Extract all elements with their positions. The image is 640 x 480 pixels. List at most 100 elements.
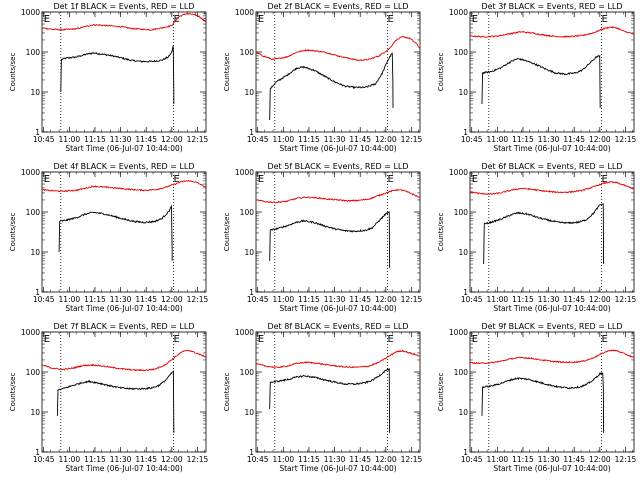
x-tick-label: 10:45	[461, 455, 483, 464]
x-axis-label: Start Time (06-Jul-07 10:44:00)	[493, 464, 610, 473]
y-tick-label: 1	[463, 448, 468, 457]
x-tick-label: 11:00	[487, 135, 509, 144]
x-tick-label: 11:45	[349, 135, 371, 144]
plot-frame	[255, 171, 421, 293]
event-marker-label: E	[602, 14, 608, 25]
plot-frame	[255, 331, 421, 453]
y-tick-label: 100	[454, 368, 469, 377]
x-tick-label: 11:00	[59, 295, 81, 304]
x-tick-label: 12:15	[401, 295, 423, 304]
event-marker-label: E	[388, 174, 394, 185]
event-marker-label: E	[174, 174, 180, 185]
x-tick-label: 12:15	[615, 455, 637, 464]
x-tick-label: 11:30	[324, 295, 346, 304]
panel-title: Det 6f BLACK = Events, RED = LLD	[481, 162, 622, 171]
event-marker-label: E	[44, 334, 50, 345]
event-marker-label: E	[472, 334, 478, 345]
event-marker-label: E	[602, 334, 608, 345]
y-tick-label: 100	[454, 208, 469, 217]
x-tick-label: 11:00	[59, 135, 81, 144]
plot-frame	[469, 331, 635, 453]
panel-title: Det 7f BLACK = Events, RED = LLD	[53, 322, 194, 331]
x-tick-label: 12:00	[375, 455, 397, 464]
x-tick-label: 12:00	[589, 295, 611, 304]
y-tick-label: 10	[458, 88, 468, 97]
x-tick-label: 10:45	[33, 135, 55, 144]
x-axis-label: Start Time (06-Jul-07 10:44:00)	[493, 304, 610, 313]
x-tick-label: 11:30	[324, 455, 346, 464]
plot-frame	[255, 11, 421, 133]
x-tick-label: 11:30	[538, 455, 560, 464]
x-tick-label: 12:00	[161, 295, 183, 304]
y-axis-label: Counts/sec	[223, 53, 231, 92]
series-line-lld	[469, 25, 635, 39]
x-tick-label: 12:00	[161, 135, 183, 144]
x-tick-label: 11:30	[324, 135, 346, 144]
panel-det-1: Det 1f BLACK = Events, RED = LLD 1 10 100 10…	[9, 2, 208, 153]
y-tick-label: 1000	[21, 328, 40, 337]
y-tick-label: 10	[458, 408, 468, 417]
y-tick-label: 1	[249, 448, 254, 457]
panel-det-8: Det 8f BLACK = Events, RED = LLD 1 10 100 10…	[223, 322, 422, 473]
x-axis-label: Start Time (06-Jul-07 10:44:00)	[65, 304, 182, 313]
x-tick-label: 10:45	[33, 455, 55, 464]
x-tick-label: 12:15	[187, 295, 209, 304]
x-tick-label: 12:15	[401, 455, 423, 464]
event-marker-label: E	[388, 334, 394, 345]
x-tick-label: 12:00	[161, 455, 183, 464]
x-tick-label: 12:00	[375, 135, 397, 144]
x-tick-label: 11:30	[538, 295, 560, 304]
x-tick-label: 10:45	[247, 455, 269, 464]
y-tick-label: 1000	[449, 168, 468, 177]
x-tick-label: 11:00	[487, 455, 509, 464]
x-tick-label: 11:45	[135, 455, 157, 464]
x-tick-label: 11:00	[59, 455, 81, 464]
x-tick-label: 12:15	[615, 135, 637, 144]
x-axis-label: Start Time (06-Jul-07 10:44:00)	[65, 464, 182, 473]
plot-frame	[41, 171, 207, 293]
x-tick-label: 11:30	[110, 455, 132, 464]
y-tick-label: 10	[30, 408, 40, 417]
y-axis-label: Counts/sec	[9, 373, 17, 412]
panel-title: Det 5f BLACK = Events, RED = LLD	[267, 162, 408, 171]
y-tick-label: 1	[35, 448, 40, 457]
event-marker-label: E	[472, 14, 478, 25]
x-tick-label: 11:00	[273, 135, 295, 144]
panel-det-6: Det 6f BLACK = Events, RED = LLD 1 10 100 10…	[437, 162, 636, 313]
series-line-lld	[469, 349, 635, 365]
event-marker-label: E	[258, 14, 264, 25]
x-tick-label: 11:15	[512, 295, 534, 304]
series-line-events	[481, 54, 601, 108]
plot-frame	[41, 11, 207, 133]
event-marker-label: E	[174, 334, 180, 345]
y-tick-label: 1	[35, 288, 40, 297]
x-tick-label: 11:00	[487, 295, 509, 304]
y-axis-label: Counts/sec	[223, 373, 231, 412]
y-tick-label: 10	[244, 408, 254, 417]
y-axis-label: Counts/sec	[9, 53, 17, 92]
y-axis-label: Counts/sec	[437, 53, 445, 92]
x-tick-label: 11:45	[563, 295, 585, 304]
x-tick-label: 12:15	[615, 295, 637, 304]
panel-title: Det 2f BLACK = Events, RED = LLD	[267, 2, 408, 11]
y-tick-label: 1	[249, 128, 254, 137]
x-tick-label: 11:45	[563, 135, 585, 144]
x-axis-label: Start Time (06-Jul-07 10:44:00)	[493, 144, 610, 153]
y-tick-label: 1	[463, 128, 468, 137]
y-tick-label: 100	[240, 48, 255, 57]
y-tick-label: 10	[30, 248, 40, 257]
x-tick-label: 12:00	[589, 455, 611, 464]
x-tick-label: 11:00	[273, 295, 295, 304]
y-axis-label: Counts/sec	[223, 213, 231, 252]
y-tick-label: 1	[463, 288, 468, 297]
panel-title: Det 4f BLACK = Events, RED = LLD	[53, 162, 194, 171]
y-tick-label: 1000	[21, 168, 40, 177]
y-axis-label: Counts/sec	[437, 373, 445, 412]
series-line-lld	[255, 188, 421, 204]
series-line-events	[56, 370, 175, 433]
x-axis-label: Start Time (06-Jul-07 10:44:00)	[279, 304, 396, 313]
y-axis-label: Counts/sec	[9, 213, 17, 252]
x-tick-label: 11:30	[538, 135, 560, 144]
